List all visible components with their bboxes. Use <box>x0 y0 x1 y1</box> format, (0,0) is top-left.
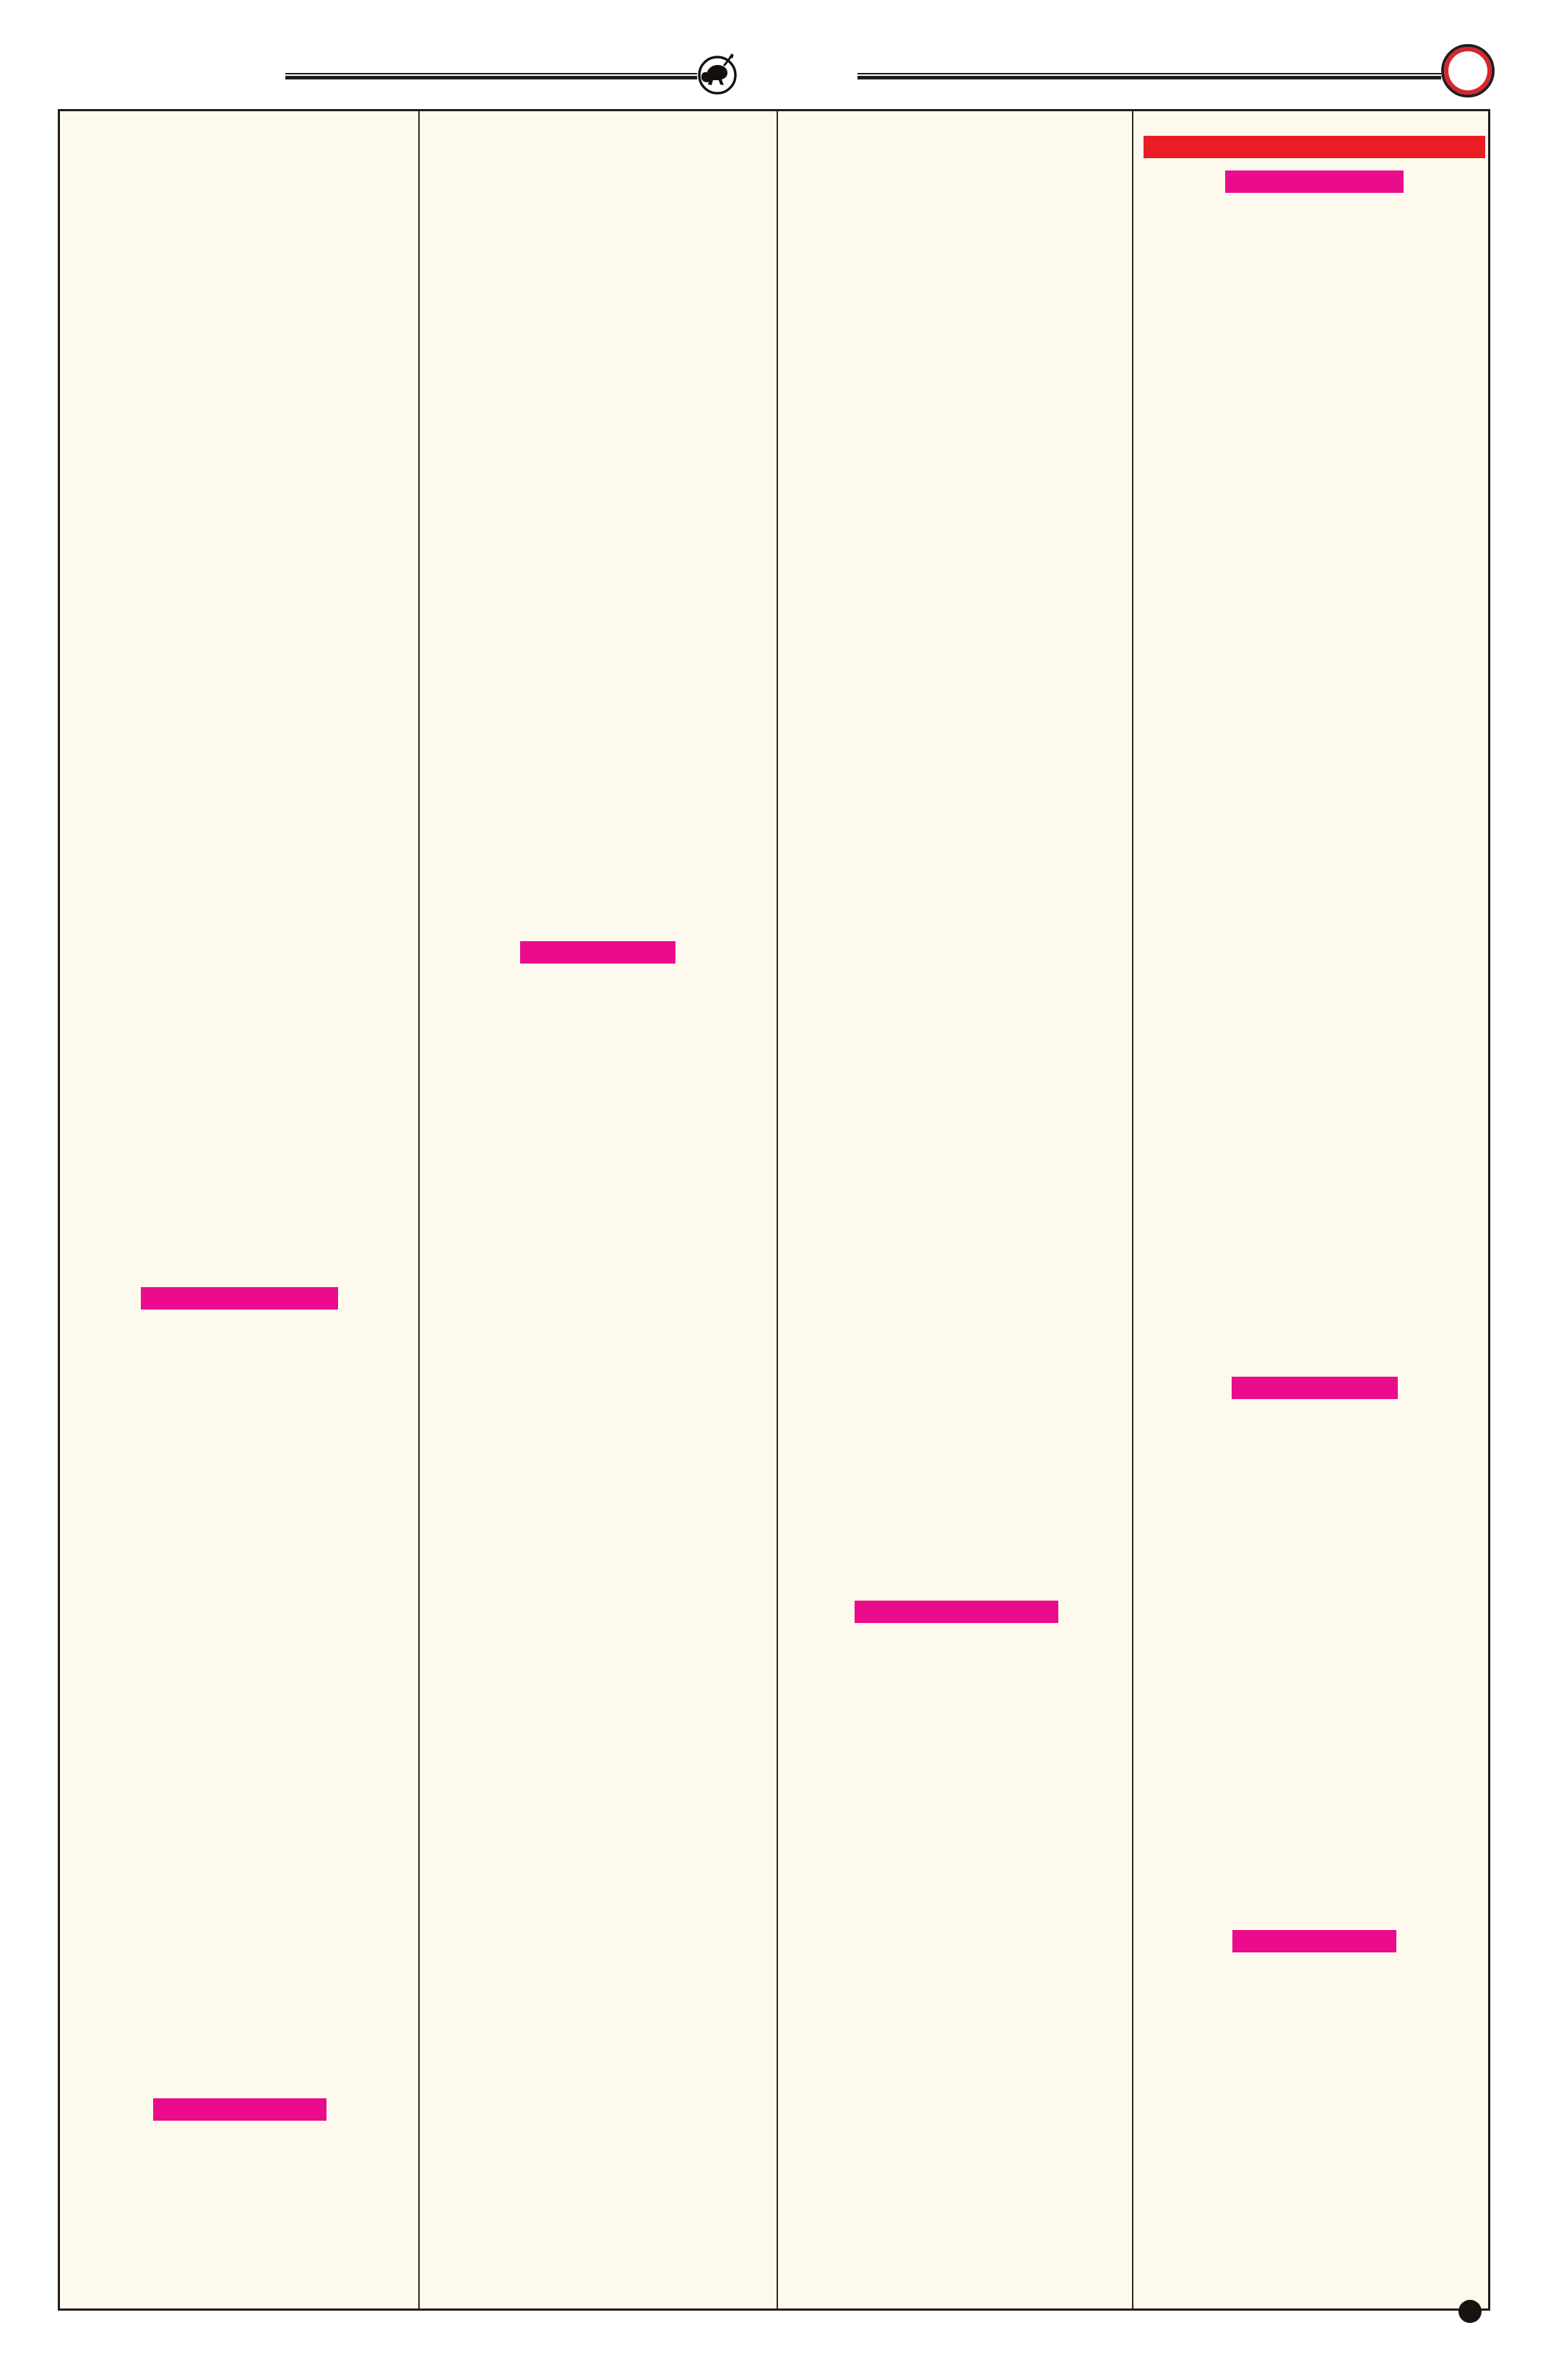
bar-magenta-col4-middle <box>1232 1377 1398 1399</box>
red-ring-icon <box>1441 44 1495 98</box>
bull-icon <box>692 48 743 99</box>
bar-magenta-col4-lower <box>1232 1930 1396 1952</box>
page-sheet <box>58 109 1490 2311</box>
column-divider-2 <box>777 111 778 2308</box>
bar-magenta-col1-lower <box>153 2098 327 2121</box>
column-divider-3 <box>1132 111 1133 2308</box>
bar-magenta-col3 <box>855 1601 1058 1623</box>
column-divider-1 <box>418 111 420 2308</box>
bar-magenta-col2 <box>520 941 675 964</box>
header-rule-left <box>285 73 697 79</box>
bar-magenta-col4-top <box>1225 170 1404 193</box>
header-rule-right <box>857 73 1441 79</box>
bar-red-col4-top <box>1144 136 1485 158</box>
corner-dot <box>1458 2300 1482 2323</box>
bar-magenta-col1-upper <box>141 1287 338 1310</box>
bull-icon-svg <box>698 53 737 95</box>
